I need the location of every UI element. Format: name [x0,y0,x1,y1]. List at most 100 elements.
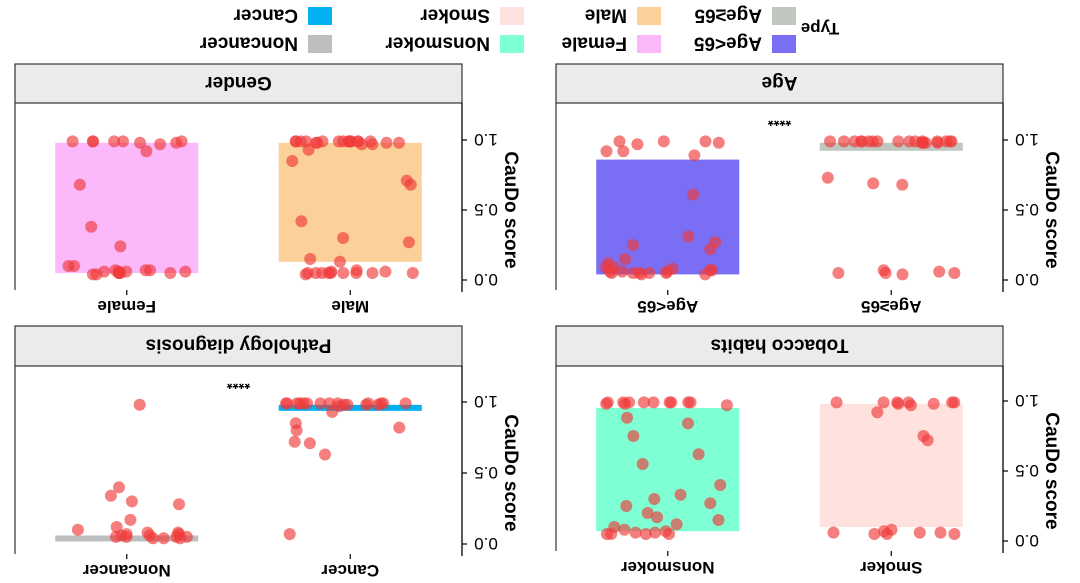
data-point [350,267,363,279]
panel-strip [14,63,463,104]
data-point [73,178,86,191]
data-point [688,149,701,162]
legend-label-2: Noncancer [199,32,298,53]
data-point [310,136,323,149]
data-point [303,437,316,450]
data-point [629,526,642,539]
panel-strip [14,325,463,367]
data-point [712,514,725,526]
data-point [933,265,946,278]
data-point [944,135,956,148]
data-point [651,511,664,524]
panel-title: Tobacco habits [711,334,849,355]
significance-label: **** [227,375,251,392]
data-point [868,528,881,540]
x-tick-label: Noncancer [82,561,170,580]
data-point [620,500,633,512]
data-point [948,528,961,540]
data-point [393,421,406,434]
data-point [309,267,322,279]
data-point [830,396,843,409]
data-point [927,397,940,410]
data-point [289,135,302,148]
significance-label: **** [768,112,792,129]
data-point [881,528,893,540]
data-point [71,523,84,536]
data-point [174,532,187,545]
data-point [164,267,177,279]
data-point [139,264,152,277]
y-axis-label: CauDo score [500,151,521,268]
y-tick-label: 0.0 [1015,531,1039,550]
data-point [362,397,375,410]
legend-label-8: Age<65 [693,32,762,53]
data-point [337,232,350,244]
data-point [832,267,845,279]
data-point [283,528,296,541]
data-point [635,268,648,281]
data-point [657,135,670,148]
data-point [682,230,695,243]
y-tick-label: 0.5 [474,200,498,219]
bar-age-65 [596,159,740,275]
data-point [338,398,350,411]
data-point [824,135,836,148]
data-point [699,268,712,281]
y-tick-label: 0.5 [1015,461,1039,480]
data-point [616,265,629,278]
data-point [170,136,183,149]
y-axis-label: CauDo score [1041,412,1062,529]
legend-label-1: Cancer [233,4,298,25]
y-tick-label: 0.0 [474,270,498,289]
data-point [627,239,639,251]
data-point [62,260,75,272]
y-tick-label: 0.0 [474,534,498,553]
data-point [687,188,700,201]
data-point [173,498,185,511]
data-point [931,136,944,149]
data-point [871,135,884,148]
legend-swatch-3 [500,7,524,25]
legend-swatch-7 [772,7,796,25]
legend-label-7: Age≥65 [694,4,762,25]
data-point [402,236,415,249]
data-point [605,528,618,540]
data-point [684,396,697,409]
data-point [380,136,393,149]
data-point [114,240,127,253]
data-point [896,268,909,281]
data-point [404,178,417,191]
data-point [125,495,138,508]
data-point [120,530,133,543]
data-point [619,253,632,265]
data-point [904,399,917,412]
panel-title: Gender [205,72,272,93]
bar-male [278,142,422,262]
data-point [670,518,683,531]
data-point [946,396,959,409]
data-point [295,215,308,228]
data-point [304,253,317,265]
data-point [631,138,644,151]
data-point [663,528,675,540]
x-tick-label: Nonsmoker [621,558,715,577]
data-point [406,267,419,279]
data-point [379,265,392,278]
legend-swatch-1 [308,7,332,25]
data-point [112,267,125,279]
data-point [871,406,884,419]
legend-swatch-4 [500,35,524,53]
data-point [352,135,364,148]
data-point [399,397,412,410]
data-point [108,135,121,148]
data-point [86,268,99,281]
data-point [342,135,355,148]
data-point [855,135,868,148]
y-axis-label: CauDo score [500,414,521,531]
data-point [641,507,654,519]
panel-strip [555,325,1004,367]
